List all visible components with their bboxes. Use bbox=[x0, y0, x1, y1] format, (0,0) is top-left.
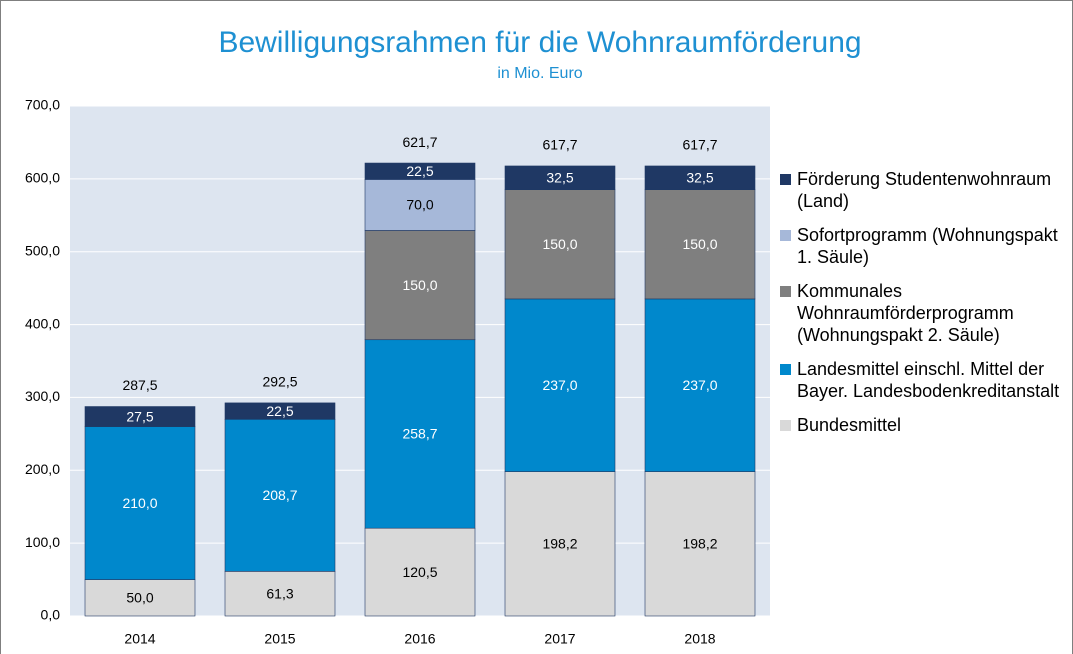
data-label: 61,3 bbox=[266, 585, 293, 601]
legend: Förderung Studentenwohnraum (Land) Sofort… bbox=[780, 168, 1070, 448]
data-label: 210,0 bbox=[122, 495, 157, 511]
bar-segment bbox=[224, 418, 336, 572]
x-tick-label: 2015 bbox=[264, 631, 295, 647]
bar-segment bbox=[644, 471, 756, 617]
x-tick-label: 2014 bbox=[124, 631, 155, 647]
bar-segment bbox=[224, 571, 336, 617]
legend-swatch bbox=[780, 230, 791, 241]
data-label: 22,5 bbox=[406, 163, 433, 179]
total-label: 287,5 bbox=[122, 377, 157, 393]
data-label: 198,2 bbox=[542, 536, 577, 552]
y-tick-label: 0,0 bbox=[41, 607, 61, 623]
bar-segment bbox=[364, 162, 476, 180]
legend-item: Förderung Studentenwohnraum (Land) bbox=[780, 168, 1070, 212]
y-tick-label: 400,0 bbox=[25, 315, 60, 331]
data-label: 50,0 bbox=[126, 589, 153, 605]
legend-item: Sofortprogramm (Wohnungspakt 1. Säule) bbox=[780, 224, 1070, 268]
x-tick-label: 2016 bbox=[404, 631, 435, 647]
bar-segment bbox=[84, 579, 196, 617]
legend-label: Bundesmittel bbox=[797, 415, 902, 435]
data-label: 70,0 bbox=[406, 197, 433, 213]
bar-segment bbox=[84, 406, 196, 427]
data-label: 237,0 bbox=[682, 377, 717, 393]
bar-segment bbox=[364, 230, 476, 341]
legend-swatch bbox=[780, 420, 791, 431]
legend-swatch bbox=[780, 286, 791, 297]
bar-segment bbox=[364, 527, 476, 617]
bar-segment bbox=[224, 402, 336, 420]
bar-segment bbox=[644, 298, 756, 472]
data-label: 32,5 bbox=[546, 170, 573, 186]
legend-swatch bbox=[780, 364, 791, 375]
data-label: 150,0 bbox=[682, 236, 717, 252]
legend-label: Kommunales Wohnraumförderprogramm (Wohnu… bbox=[797, 281, 1014, 345]
y-tick-label: 600,0 bbox=[25, 170, 60, 186]
y-tick-label: 300,0 bbox=[25, 388, 60, 404]
total-label: 621,7 bbox=[402, 134, 437, 150]
legend-item: Landesmittel einschl. Mittel der Bayer. … bbox=[780, 358, 1070, 402]
total-label: 617,7 bbox=[542, 137, 577, 153]
data-label: 258,7 bbox=[402, 426, 437, 442]
data-label: 22,5 bbox=[266, 403, 293, 419]
data-label: 198,2 bbox=[682, 536, 717, 552]
legend-label: Sofortprogramm (Wohnungspakt 1. Säule) bbox=[797, 225, 1058, 267]
bar-segment bbox=[504, 165, 616, 190]
x-tick-label: 2018 bbox=[684, 631, 715, 647]
bar-segment bbox=[504, 298, 616, 472]
total-label: 292,5 bbox=[262, 374, 297, 390]
data-label: 237,0 bbox=[542, 377, 577, 393]
bar-segment bbox=[364, 339, 476, 529]
y-tick-label: 500,0 bbox=[25, 242, 60, 258]
legend-swatch bbox=[780, 174, 791, 185]
y-tick-label: 700,0 bbox=[25, 97, 60, 113]
x-tick-label: 2017 bbox=[544, 631, 575, 647]
y-tick-label: 100,0 bbox=[25, 534, 60, 550]
legend-label: Landesmittel einschl. Mittel der Bayer. … bbox=[797, 359, 1060, 401]
chart-title: Bewilligungsrahmen für die Wohnraumförde… bbox=[218, 26, 861, 59]
legend-item: Kommunales Wohnraumförderprogramm (Wohnu… bbox=[780, 280, 1070, 346]
data-label: 208,7 bbox=[262, 487, 297, 503]
data-label: 150,0 bbox=[542, 236, 577, 252]
legend-item: Bundesmittel bbox=[780, 414, 1070, 436]
bar-segment bbox=[84, 426, 196, 580]
data-label: 27,5 bbox=[126, 408, 153, 424]
data-label: 120,5 bbox=[402, 564, 437, 580]
bar-segment bbox=[504, 471, 616, 617]
legend-label: Förderung Studentenwohnraum (Land) bbox=[797, 169, 1052, 211]
data-label: 150,0 bbox=[402, 277, 437, 293]
total-label: 617,7 bbox=[682, 137, 717, 153]
bar-segment bbox=[364, 179, 476, 231]
bar-segment bbox=[644, 189, 756, 300]
y-tick-label: 200,0 bbox=[25, 461, 60, 477]
chart-subtitle: in Mio. Euro bbox=[497, 65, 582, 82]
bar-segment bbox=[644, 165, 756, 190]
data-label: 32,5 bbox=[686, 170, 713, 186]
